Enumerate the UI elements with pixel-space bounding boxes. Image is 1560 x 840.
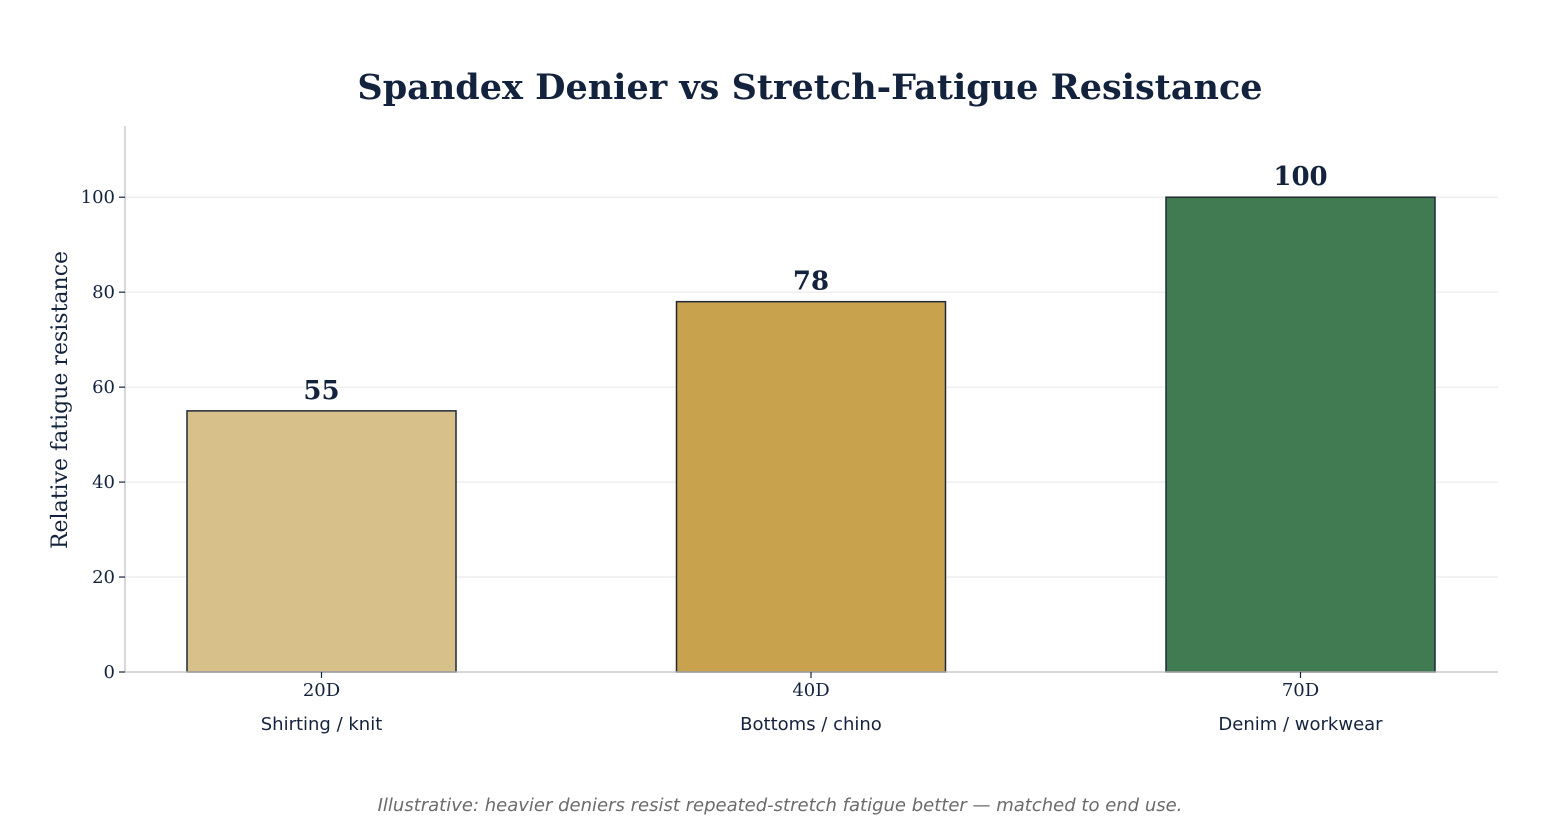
x-tick-sublabel: Shirting / knit [261,714,383,735]
y-axis-label: Relative fatigue resistance [48,251,73,549]
x-tick-label: 40D [792,680,829,701]
y-tick-label: 80 [92,282,115,303]
bar-value-label: 55 [303,376,339,406]
bar-value-label: 100 [1273,162,1327,192]
bar-value-label: 78 [793,267,829,297]
value-labels: 55 78 100 [303,162,1327,406]
y-tick-label: 40 [92,472,115,493]
x-tick-sublabel: Bottoms / chino [740,714,882,735]
x-tick-label: 70D [1282,680,1319,701]
y-ticks: 0 20 40 60 80 100 [81,187,125,683]
chart-footnote: Illustrative: heavier deniers resist rep… [378,795,1183,816]
bar-40d [675,300,947,673]
y-tick-label: 0 [104,662,115,683]
chart-title: Spandex Denier vs Stretch-Fatigue Resist… [357,67,1262,108]
y-tick-label: 100 [81,187,115,208]
x-tick-sublabel: Denim / workwear [1218,714,1383,735]
y-tick-label: 20 [92,567,115,588]
bar-20d [186,410,457,673]
y-tick-label: 60 [92,377,115,398]
x-tick-label: 20D [303,680,340,701]
bar-70d [1165,196,1436,673]
bars [186,196,1436,673]
x-ticks: 20D Shirting / knit 40D Bottoms / chino 70D D… [261,672,1383,735]
